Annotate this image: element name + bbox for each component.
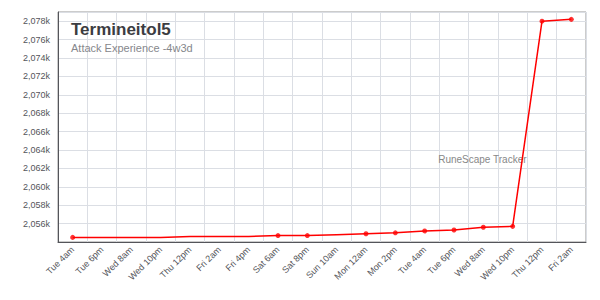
svg-text:2,076k: 2,076k xyxy=(23,35,51,45)
svg-text:2,068k: 2,068k xyxy=(23,108,51,118)
svg-text:2,078k: 2,078k xyxy=(23,16,51,26)
svg-text:2,074k: 2,074k xyxy=(23,53,51,63)
svg-text:Tue 4am: Tue 4am xyxy=(44,244,76,276)
svg-text:Sat 6am: Sat 6am xyxy=(251,244,282,275)
svg-text:Mon 12am: Mon 12am xyxy=(332,244,369,281)
svg-text:Sat 8pm: Sat 8pm xyxy=(280,244,311,276)
svg-text:Tue 6pm: Tue 6pm xyxy=(73,244,106,277)
svg-text:2,056k: 2,056k xyxy=(23,219,51,229)
svg-text:Wed 8am: Wed 8am xyxy=(100,244,135,279)
svg-text:2,062k: 2,062k xyxy=(23,163,51,173)
svg-text:Thu 12pm: Thu 12pm xyxy=(158,244,194,280)
svg-text:2,058k: 2,058k xyxy=(23,200,51,210)
svg-text:Wed 8am: Wed 8am xyxy=(452,244,487,279)
svg-text:Fri 2am: Fri 2am xyxy=(194,244,223,273)
svg-text:Wed 10pm: Wed 10pm xyxy=(127,244,165,282)
svg-text:Termineitol5: Termineitol5 xyxy=(71,20,171,39)
svg-text:2,070k: 2,070k xyxy=(23,90,51,100)
svg-text:2,064k: 2,064k xyxy=(23,145,51,155)
svg-text:2,072k: 2,072k xyxy=(23,71,51,81)
svg-text:2,066k: 2,066k xyxy=(23,127,51,137)
svg-text:Attack Experience -4w3d: Attack Experience -4w3d xyxy=(71,42,193,54)
svg-text:Wed 10pm: Wed 10pm xyxy=(479,244,517,282)
svg-text:Mon 2pm: Mon 2pm xyxy=(365,244,399,278)
svg-text:Tue 4am: Tue 4am xyxy=(396,244,428,276)
svg-text:Fri 4pm: Fri 4pm xyxy=(224,244,253,273)
svg-text:Sun 10am: Sun 10am xyxy=(304,244,341,281)
svg-text:Tue 6pm: Tue 6pm xyxy=(425,244,458,277)
svg-text:Fri 2am: Fri 2am xyxy=(546,244,575,273)
svg-text:2,060k: 2,060k xyxy=(23,182,51,192)
svg-text:Thu 12pm: Thu 12pm xyxy=(510,244,546,280)
svg-text:RuneScape Tracker: RuneScape Tracker xyxy=(438,154,527,165)
